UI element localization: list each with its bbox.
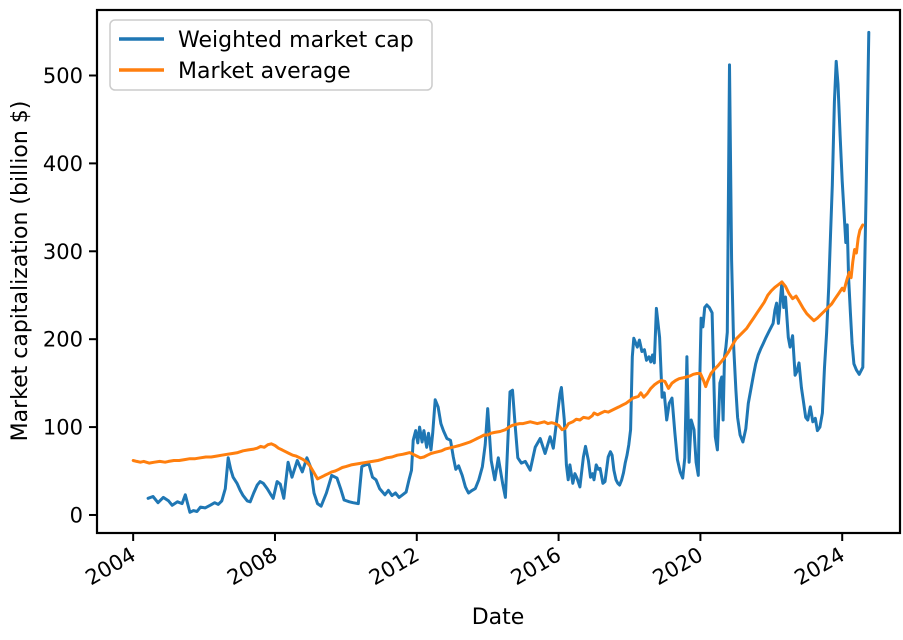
series-lines (131, 30, 871, 514)
plot-area (95, 8, 902, 535)
x-tick-label: 2020 (649, 543, 707, 591)
legend-frame (109, 19, 433, 91)
series-line-weighted-market-cap (146, 30, 871, 514)
x-tick-label: 2016 (507, 543, 565, 591)
y-tick-label: 100 (43, 416, 83, 440)
x-tick-label: 2004 (81, 543, 139, 591)
x-tick-label: 2024 (790, 543, 848, 591)
x-tick-label: 2012 (365, 543, 423, 591)
y-tick-label: 400 (43, 152, 83, 176)
legend-label-weighted-market-cap: Weighted market cap (178, 28, 414, 53)
series-line-market-average (131, 223, 865, 481)
x-tick-label: 2008 (223, 543, 281, 591)
y-axis-ticks: 0 100 200 300 400 500 (43, 64, 97, 527)
y-tick-label: 0 (70, 503, 83, 527)
x-axis-ticks: 2004 2008 2012 2016 2020 2024 (81, 533, 849, 591)
y-tick-label: 500 (43, 64, 83, 88)
y-tick-label: 200 (43, 328, 83, 352)
y-tick-label: 300 (43, 240, 83, 264)
legend: Weighted market cap Market average (109, 19, 433, 91)
x-axis-label: Date (472, 605, 525, 630)
y-axis-label: Market capitalization (billion $) (8, 101, 33, 442)
legend-label-market-average: Market average (178, 59, 351, 84)
